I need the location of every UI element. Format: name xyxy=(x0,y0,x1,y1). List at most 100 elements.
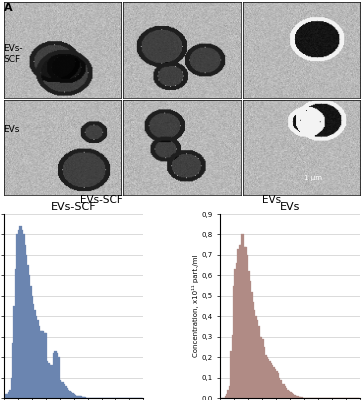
Text: EVs-SCF: EVs-SCF xyxy=(80,195,123,205)
Bar xyxy=(26,265,29,398)
Bar xyxy=(230,351,233,398)
Bar xyxy=(44,332,47,398)
Bar xyxy=(28,275,30,398)
Bar xyxy=(232,335,234,398)
Bar xyxy=(75,396,78,398)
Bar xyxy=(39,330,41,398)
Bar xyxy=(283,386,286,398)
Bar xyxy=(8,392,10,398)
Bar xyxy=(16,234,19,398)
Bar xyxy=(64,386,67,398)
Bar xyxy=(25,255,28,398)
Bar xyxy=(33,310,36,398)
Bar xyxy=(248,282,251,398)
Bar xyxy=(80,397,83,398)
Bar xyxy=(236,263,239,398)
Bar xyxy=(78,396,80,398)
Bar xyxy=(15,269,18,398)
Bar xyxy=(29,286,31,398)
Bar xyxy=(233,286,236,398)
Bar xyxy=(224,396,227,398)
Bar xyxy=(4,396,7,398)
Bar xyxy=(82,397,85,398)
Bar xyxy=(255,320,258,398)
Bar xyxy=(20,230,23,398)
Bar xyxy=(281,384,283,398)
Text: A: A xyxy=(4,3,12,13)
Bar xyxy=(43,332,46,398)
Bar xyxy=(300,397,303,398)
Bar xyxy=(250,292,253,398)
Bar xyxy=(254,316,257,398)
Bar xyxy=(258,337,261,398)
Bar xyxy=(30,296,33,398)
Bar xyxy=(34,316,37,398)
Bar xyxy=(62,384,65,398)
Bar xyxy=(57,357,60,398)
Bar xyxy=(72,394,75,398)
Bar xyxy=(9,390,12,398)
Bar xyxy=(7,394,9,398)
Bar xyxy=(296,396,299,398)
Bar xyxy=(55,353,58,398)
Bar xyxy=(294,396,297,398)
Bar xyxy=(293,395,296,398)
Bar xyxy=(76,396,79,398)
Bar xyxy=(268,361,271,398)
Bar xyxy=(287,391,290,398)
Bar xyxy=(18,230,20,398)
Bar xyxy=(282,384,285,398)
Bar xyxy=(50,365,52,398)
Bar xyxy=(226,394,229,398)
Bar xyxy=(241,234,244,398)
Bar xyxy=(239,245,241,398)
Bar xyxy=(70,392,72,398)
Bar xyxy=(47,363,50,398)
Bar xyxy=(272,367,275,398)
Bar xyxy=(244,247,247,398)
Bar xyxy=(297,397,300,398)
Bar xyxy=(52,353,55,398)
Bar xyxy=(278,378,281,398)
Bar xyxy=(19,226,22,398)
Bar xyxy=(261,339,264,398)
Bar xyxy=(10,378,13,398)
Text: EVs: EVs xyxy=(4,126,20,134)
Bar xyxy=(61,382,64,398)
Bar xyxy=(240,245,243,398)
Bar xyxy=(264,355,266,398)
Bar xyxy=(237,249,240,398)
Bar xyxy=(289,392,292,398)
Bar xyxy=(262,347,265,398)
Bar xyxy=(257,326,260,398)
Bar xyxy=(79,396,82,398)
Bar xyxy=(22,234,25,398)
Bar xyxy=(292,394,294,398)
Bar xyxy=(266,359,269,398)
Bar xyxy=(68,391,71,398)
Bar xyxy=(23,245,26,398)
Title: EVs-SCF: EVs-SCF xyxy=(51,202,96,212)
Bar xyxy=(245,255,248,398)
Bar xyxy=(274,369,276,398)
Bar xyxy=(269,363,272,398)
Bar xyxy=(71,393,73,398)
Bar xyxy=(65,388,68,398)
Bar xyxy=(67,390,70,398)
Bar xyxy=(227,390,230,398)
Bar xyxy=(49,365,51,398)
Bar xyxy=(299,397,302,398)
Bar xyxy=(229,386,232,398)
Bar xyxy=(253,310,255,398)
Bar xyxy=(40,330,43,398)
Bar xyxy=(290,393,293,398)
Bar xyxy=(251,302,254,398)
Bar xyxy=(279,380,282,398)
Text: EVs-
SCF: EVs- SCF xyxy=(4,44,23,64)
Bar xyxy=(5,394,8,398)
Bar xyxy=(54,351,57,398)
Bar xyxy=(234,269,237,398)
Bar xyxy=(13,306,16,398)
Y-axis label: Concentration, x10¹¹ part./ml: Concentration, x10¹¹ part./ml xyxy=(192,255,199,357)
Text: 1 μm: 1 μm xyxy=(304,175,322,181)
